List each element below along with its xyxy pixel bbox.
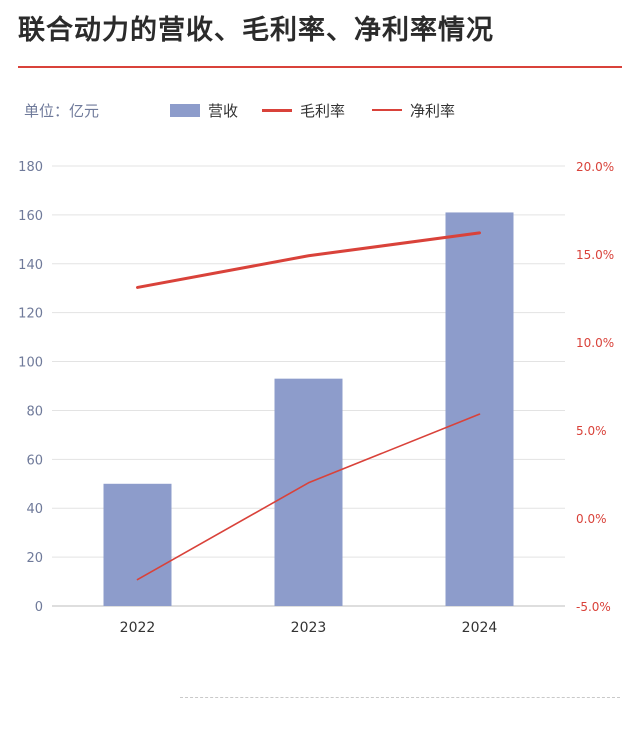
legend-thick-line-swatch — [262, 108, 292, 112]
legend-revenue: 营收 — [170, 100, 238, 120]
net-margin-line — [136, 413, 481, 581]
left-axis-tick-label: 160 — [18, 209, 43, 224]
right-axis-tick-label: 20.0% — [576, 160, 614, 174]
left-axis-tick-label: 80 — [26, 404, 43, 419]
left-axis-tick-label: 60 — [26, 453, 43, 468]
x-axis-tick-label: 2023 — [291, 620, 327, 636]
legend-revenue-label: 营收 — [208, 101, 239, 120]
left-axis-tick-label: 140 — [18, 258, 43, 273]
legend-bar-swatch — [170, 103, 200, 117]
unit-label: 单位：亿元 — [24, 102, 100, 120]
left-axis-tick-label: 100 — [18, 356, 43, 371]
title-divider — [18, 66, 622, 68]
x-axis-tick-label: 2024 — [462, 620, 498, 636]
revenue-bar — [274, 378, 343, 606]
page-title: 联合动力的营收、毛利率、净利率情况 — [18, 15, 494, 46]
legend-gross-margin-label: 毛利率 — [300, 101, 346, 120]
left-axis-tick-label: 120 — [18, 307, 43, 322]
right-axis-tick-label: 5.0% — [576, 424, 607, 438]
footer-divider — [180, 697, 620, 698]
revenue-bar — [103, 483, 172, 606]
right-axis-tick-label: 15.0% — [576, 248, 614, 262]
left-axis-tick-label: 180 — [18, 160, 43, 175]
legend-gross-margin: 毛利率 — [262, 100, 345, 120]
right-axis-tick-label: 10.0% — [576, 336, 614, 350]
revenue-bar — [445, 212, 514, 606]
legend-net-margin: 净利率 — [372, 100, 455, 120]
gross-margin-line — [136, 231, 481, 289]
left-axis-tick-label: 0 — [35, 600, 43, 615]
legend-thin-line-swatch — [372, 109, 402, 111]
legend-net-margin-label: 净利率 — [410, 101, 456, 120]
x-axis-tick-label: 2022 — [120, 620, 156, 636]
right-axis-tick-label: -5.0% — [576, 600, 611, 614]
right-axis-tick-label: 0.0% — [576, 512, 607, 526]
left-axis-tick-label: 20 — [26, 551, 43, 566]
left-axis-tick-label: 40 — [26, 502, 43, 517]
